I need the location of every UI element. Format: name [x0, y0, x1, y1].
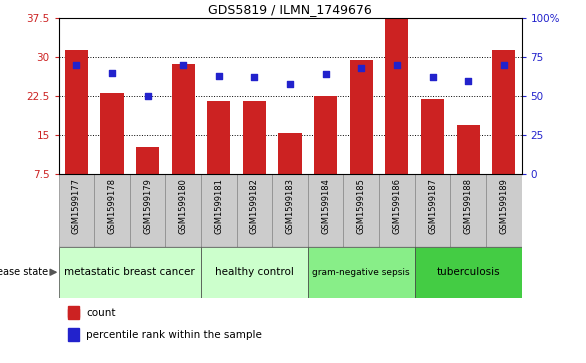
Point	[499, 62, 509, 68]
Text: healthy control: healthy control	[215, 267, 294, 277]
Text: GSM1599187: GSM1599187	[428, 178, 437, 234]
Text: GSM1599181: GSM1599181	[214, 178, 223, 234]
Text: disease state: disease state	[0, 267, 48, 277]
Bar	[65, 50, 88, 174]
Text: GSM1599180: GSM1599180	[179, 178, 188, 234]
Bar	[450, 174, 486, 247]
Text: GSM1599179: GSM1599179	[143, 178, 152, 234]
Bar	[136, 147, 159, 174]
Bar	[68, 309, 80, 317]
Text: GSM1599182: GSM1599182	[250, 178, 259, 234]
Bar	[486, 174, 522, 247]
Text: tuberculosis: tuberculosis	[437, 267, 500, 277]
Text: gram-negative sepsis: gram-negative sepsis	[312, 268, 410, 277]
Point	[71, 62, 81, 68]
Text: GSM1599189: GSM1599189	[499, 178, 508, 234]
Text: GSM1599185: GSM1599185	[357, 178, 366, 234]
Bar	[308, 174, 343, 247]
Point	[464, 78, 473, 83]
Point	[285, 81, 295, 87]
Bar	[201, 174, 237, 247]
Text: GSM1599178: GSM1599178	[107, 178, 117, 234]
Text: GSM1599184: GSM1599184	[321, 178, 330, 234]
Bar	[165, 174, 201, 247]
Text: metastatic breast cancer: metastatic breast cancer	[64, 267, 195, 277]
Bar	[343, 174, 379, 247]
Text: GSM1599183: GSM1599183	[285, 178, 295, 234]
Text: count: count	[86, 308, 116, 318]
Bar	[68, 306, 80, 319]
Point	[179, 62, 188, 68]
Point	[392, 62, 401, 68]
Bar	[350, 60, 373, 174]
Bar	[68, 328, 80, 341]
Point	[321, 72, 331, 77]
Bar	[379, 174, 415, 247]
Bar	[201, 247, 308, 298]
Point	[357, 65, 366, 71]
Point	[214, 73, 223, 79]
Bar	[237, 174, 272, 247]
Text: GSM1599188: GSM1599188	[464, 178, 473, 234]
Point	[428, 74, 437, 80]
Bar	[100, 93, 124, 174]
Bar	[415, 174, 450, 247]
Bar	[59, 174, 94, 247]
Bar	[456, 125, 480, 174]
Bar	[278, 132, 302, 174]
Bar	[59, 247, 201, 298]
Bar	[172, 65, 195, 174]
Bar	[308, 247, 415, 298]
Bar	[314, 96, 338, 174]
Bar	[94, 174, 130, 247]
Bar	[415, 247, 522, 298]
Point	[107, 70, 117, 76]
Text: percentile rank within the sample: percentile rank within the sample	[86, 330, 263, 340]
Point	[250, 74, 259, 80]
Text: GSM1599186: GSM1599186	[393, 178, 401, 234]
Text: GSM1599177: GSM1599177	[72, 178, 81, 234]
Title: GDS5819 / ILMN_1749676: GDS5819 / ILMN_1749676	[208, 3, 372, 16]
Bar	[386, 18, 408, 174]
Bar	[243, 101, 266, 174]
Bar	[130, 174, 165, 247]
Bar	[421, 99, 444, 174]
Point	[143, 93, 152, 99]
Bar	[492, 50, 515, 174]
Bar	[207, 101, 230, 174]
Bar	[272, 174, 308, 247]
